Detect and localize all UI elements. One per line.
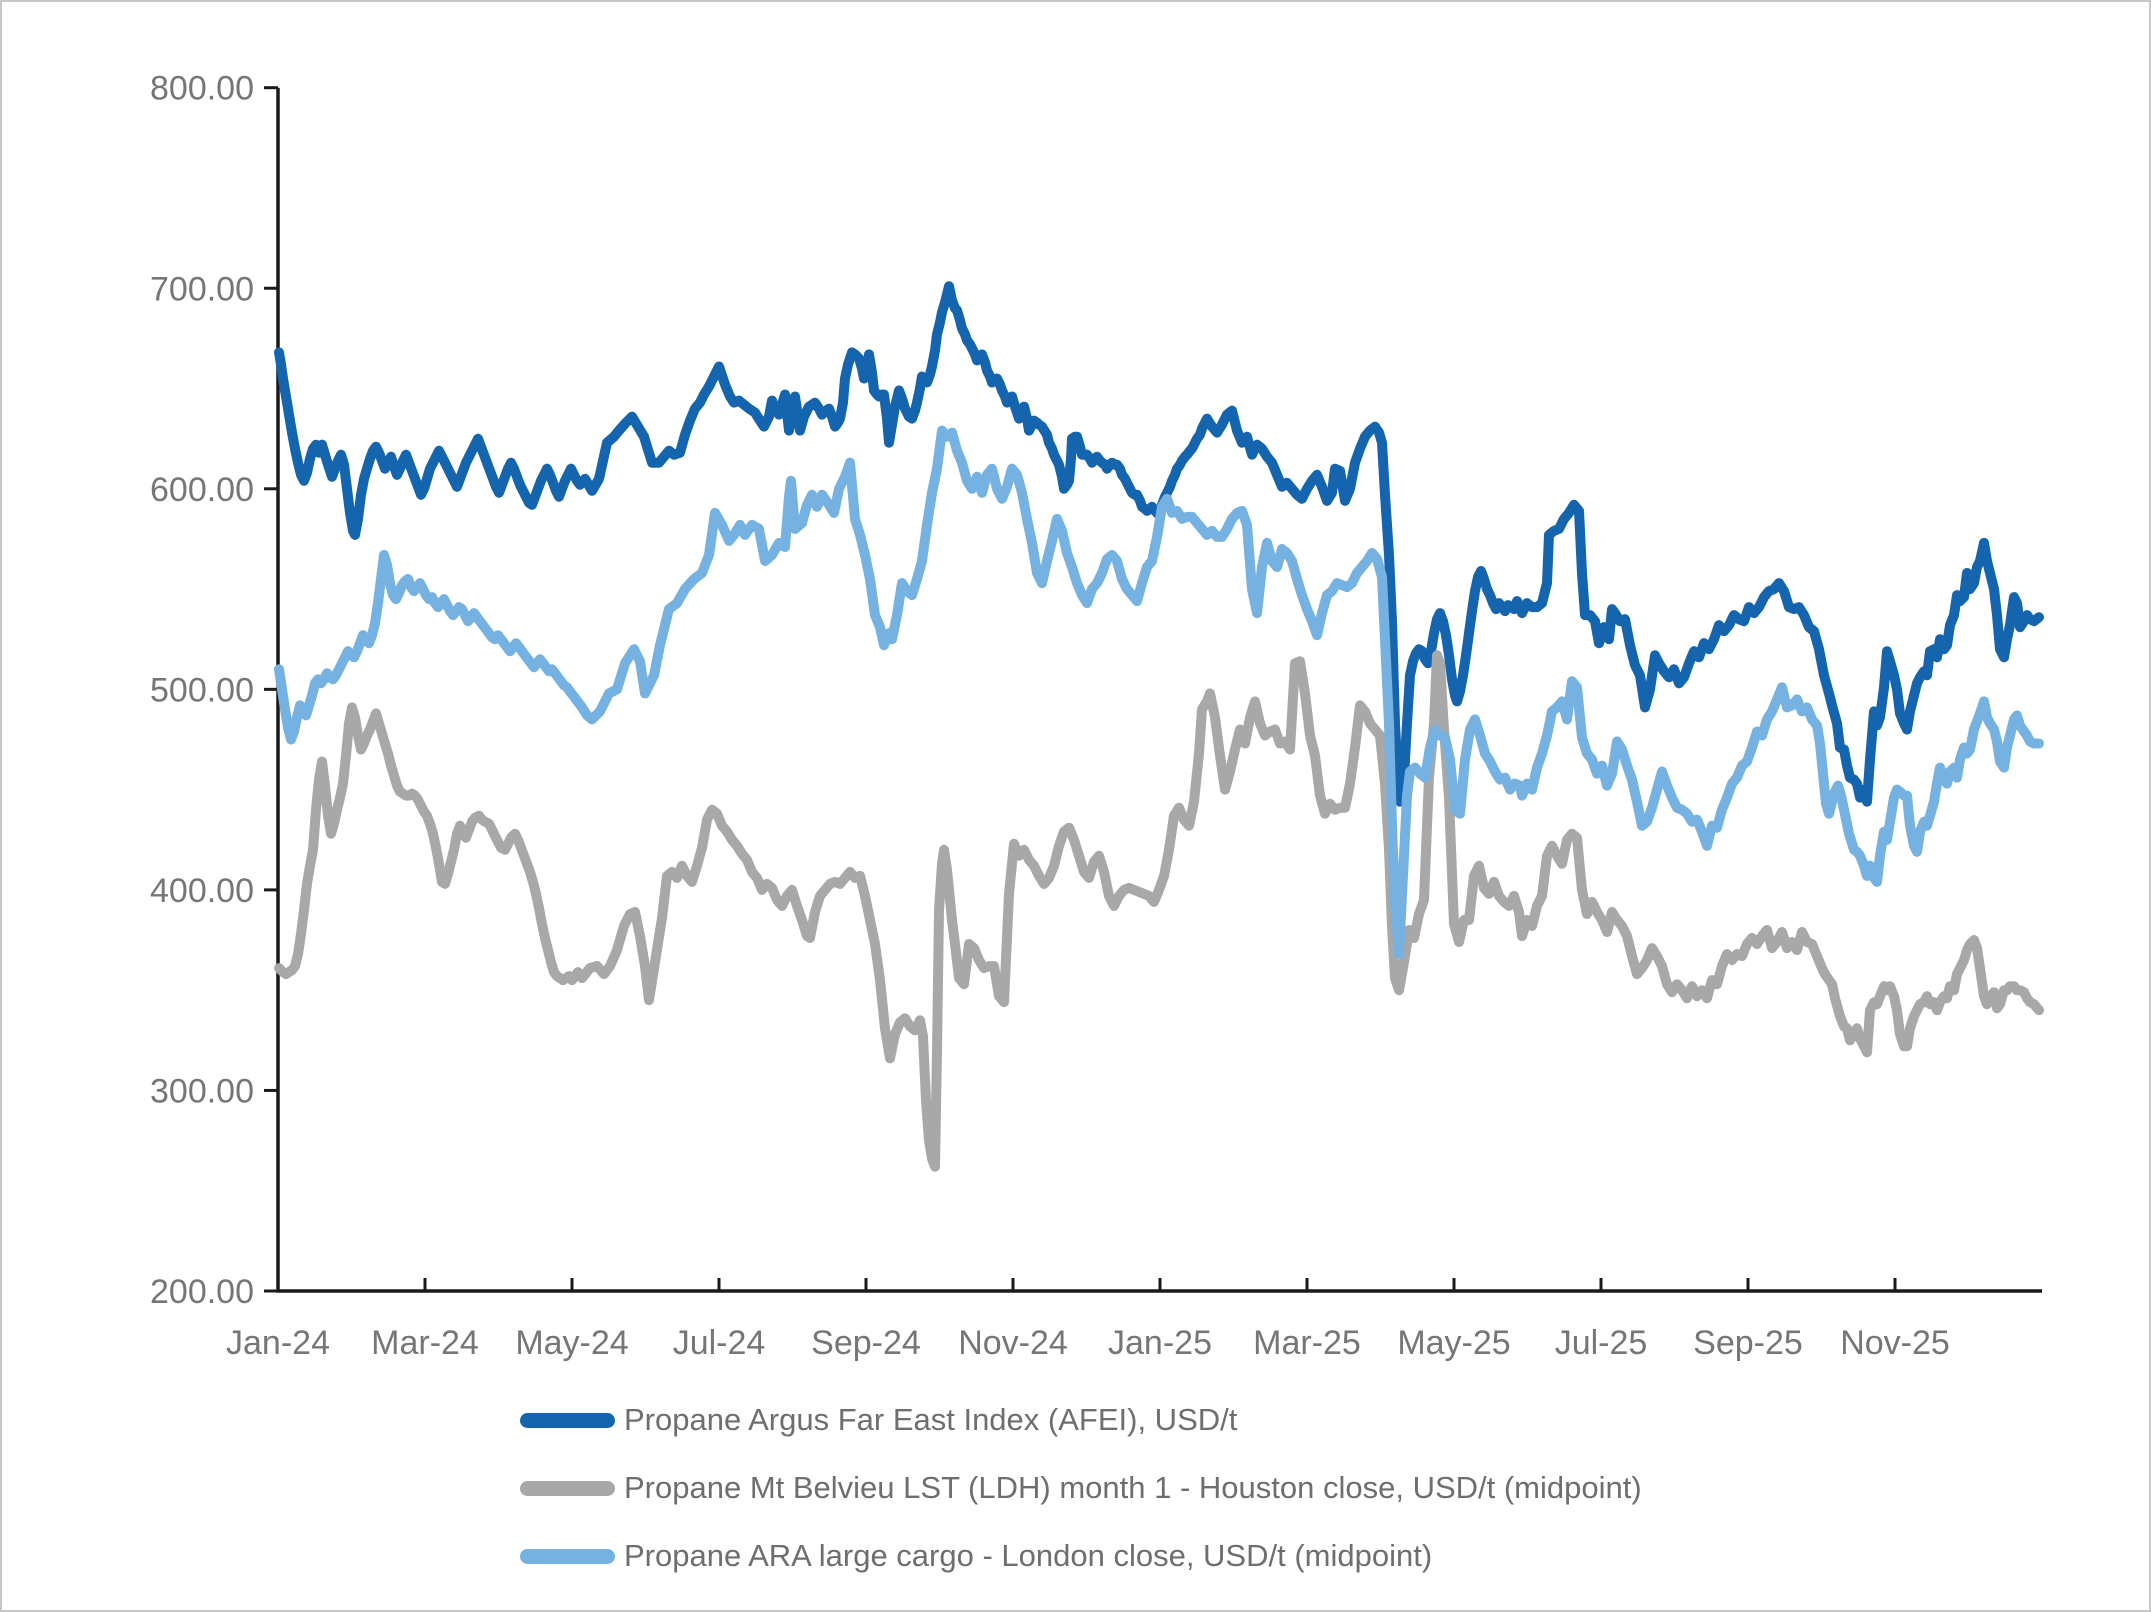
y-tick-label: 300.00 (150, 1072, 254, 1110)
series-line-ara (274, 425, 2044, 960)
y-axis-ticks (264, 86, 278, 1293)
x-tick-label: May-24 (515, 1324, 628, 1362)
x-tick-label: Jul-24 (673, 1324, 766, 1362)
legend-label-mt-belvieu: Propane Mt Belvieu LST (LDH) month 1 - H… (624, 1470, 1642, 1505)
x-tick-label: Nov-25 (1840, 1324, 1950, 1362)
y-tick-label: 700.00 (150, 270, 254, 308)
legend-label-afei: Propane Argus Far East Index (AFEI), USD… (624, 1402, 1238, 1437)
x-tick-label: Nov-24 (958, 1324, 1068, 1362)
x-axis-labels: Jan-24 Mar-24 May-24 Jul-24 Sep-24 Nov-24 Jan-… (226, 1324, 1950, 1362)
x-tick-label: Mar-25 (1253, 1324, 1361, 1362)
legend-item-mt-belvieu: Propane Mt Belvieu LST (LDH) month 1 - H… (520, 1470, 1642, 1505)
series-line-mt-belvieu (274, 650, 2044, 1172)
x-tick-label: Jul-25 (1555, 1324, 1648, 1362)
x-axis-ticks (276, 1278, 1897, 1291)
legend-label-ara: Propane ARA large cargo - London close, … (624, 1538, 1433, 1573)
y-axis-labels: 200.00 300.00 400.00 500.00 600.00 700.00 800.… (150, 70, 254, 1311)
legend-swatch-ara (520, 1548, 615, 1564)
y-tick-label: 500.00 (150, 671, 254, 709)
x-tick-label: Sep-24 (811, 1324, 921, 1362)
series-line-afei (274, 281, 2044, 807)
y-tick-label: 400.00 (150, 872, 254, 910)
chart-legend: Propane Argus Far East Index (AFEI), USD… (520, 1402, 1642, 1573)
legend-item-ara: Propane ARA large cargo - London close, … (520, 1538, 1642, 1573)
x-tick-label: May-25 (1397, 1324, 1510, 1362)
x-tick-label: Jan-25 (1108, 1324, 1212, 1362)
x-tick-label: Sep-25 (1693, 1324, 1803, 1362)
y-tick-label: 600.00 (150, 471, 254, 509)
x-tick-label: Mar-24 (371, 1324, 479, 1362)
x-tick-label: Jan-24 (226, 1324, 330, 1362)
legend-swatch-afei (520, 1412, 615, 1428)
legend-item-afei: Propane Argus Far East Index (AFEI), USD… (520, 1402, 1642, 1437)
y-tick-label: 800.00 (150, 70, 254, 108)
legend-swatch-mt-belvieu (520, 1480, 615, 1496)
y-tick-label: 200.00 (150, 1273, 254, 1311)
